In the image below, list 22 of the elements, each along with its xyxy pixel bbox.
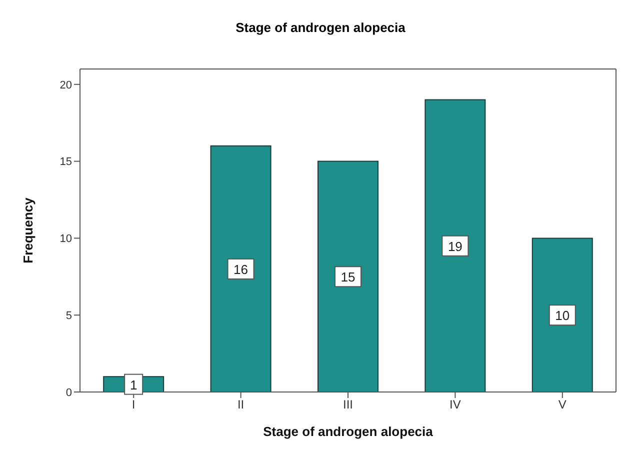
data-label: 15 — [340, 270, 356, 285]
chart-title: Stage of androgen alopecia — [234, 19, 406, 37]
x-tick-label: IV — [450, 398, 461, 412]
y-tick-label: 5 — [66, 310, 72, 322]
data-label: 19 — [448, 238, 462, 254]
x-tick-label: I — [132, 398, 136, 412]
bar — [424, 99, 486, 392]
y-tick-label: 15 — [60, 156, 72, 168]
x-tick-label: III — [342, 398, 354, 412]
data-label: 10 — [555, 308, 570, 324]
data-label: 1 — [130, 377, 138, 392]
bar — [317, 160, 378, 392]
y-axis-title: Frequency — [20, 196, 36, 264]
data-label: 16 — [234, 262, 248, 277]
y-tick-label: 10 — [60, 233, 72, 246]
bar — [210, 145, 272, 392]
x-tick-label: II — [237, 398, 244, 412]
x-tick-label: V — [558, 398, 566, 412]
bar — [532, 238, 593, 392]
x-axis-title: Stage of androgen alopecia — [263, 424, 434, 439]
y-tick-label: 0 — [66, 386, 72, 399]
y-tick-label: 20 — [60, 79, 72, 92]
